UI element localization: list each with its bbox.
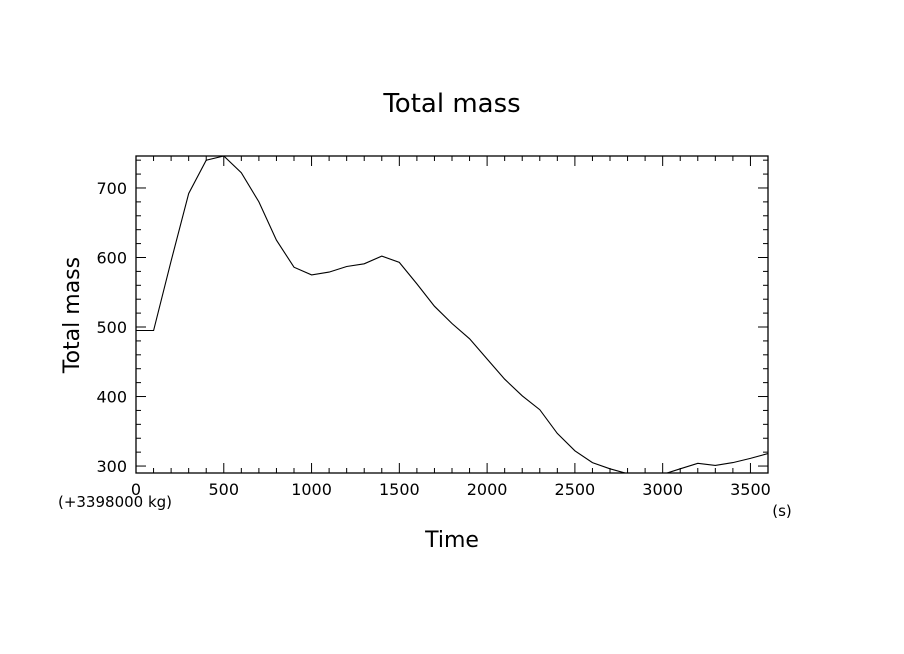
y-tick-label: 700	[96, 179, 127, 198]
chart-title: Total mass	[382, 89, 520, 119]
series-group	[136, 156, 768, 473]
x-unit-label: (s)	[772, 502, 792, 520]
axis-ticks	[135, 156, 769, 473]
y-tick-label: 300	[96, 457, 127, 476]
x-tick-label: 500	[209, 480, 240, 499]
x-tick-label: 0	[131, 480, 141, 499]
y-tick-label: 500	[96, 318, 127, 337]
y-tick-labels: 300 400 500 600 700	[96, 179, 127, 476]
y-offset-label: (+3398000 kg)	[58, 493, 172, 511]
x-tick-label: 1500	[379, 480, 420, 499]
x-tick-label: 3000	[642, 480, 683, 499]
series-line	[136, 156, 768, 473]
x-tick-label: 3500	[730, 480, 771, 499]
y-tick-label: 400	[96, 388, 127, 407]
y-axis-label: Total mass	[60, 257, 85, 374]
x-tick-label: 2000	[467, 480, 508, 499]
x-axis-label: Time	[424, 528, 479, 553]
x-tick-label: 1000	[291, 480, 332, 499]
x-tick-label: 2500	[555, 480, 596, 499]
y-tick-label: 600	[96, 248, 127, 267]
x-tick-labels: 0 500 1000 1500 2000 2500 3000 3500	[131, 480, 771, 499]
plot-frame	[135, 155, 769, 474]
